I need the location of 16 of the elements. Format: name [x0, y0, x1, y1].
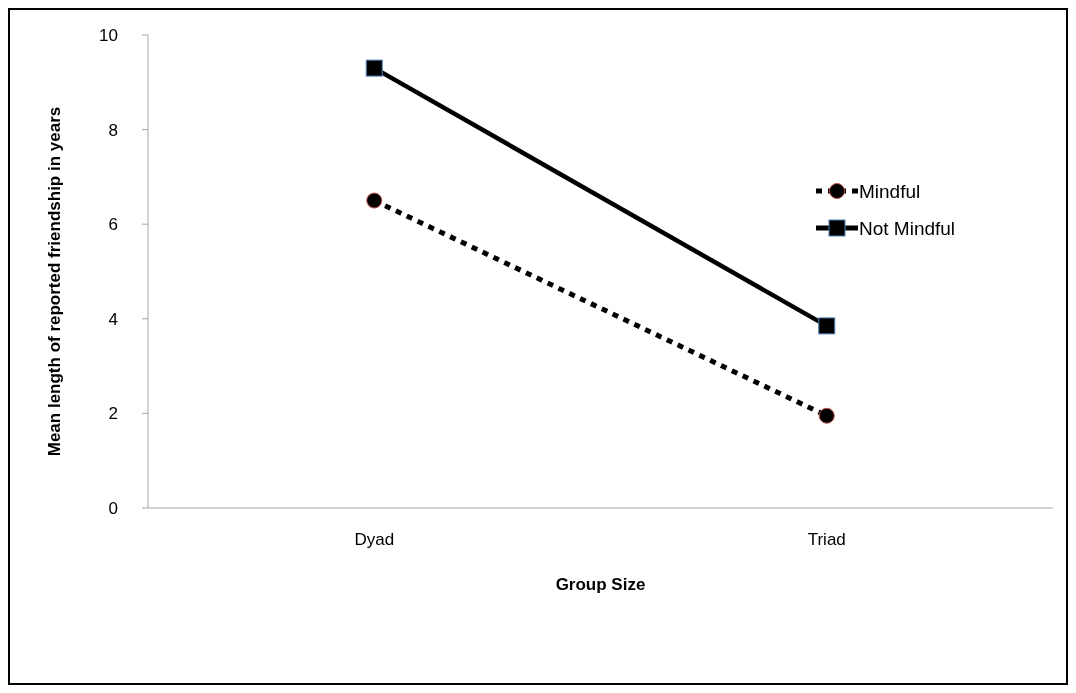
y-axis-title: Mean length of reported friendship in years	[45, 106, 64, 457]
y-tick-label: 0	[108, 498, 118, 518]
y-tick-label: 6	[108, 215, 118, 235]
y-tick-label: 10	[99, 25, 118, 45]
point	[365, 59, 383, 77]
y-tick-label: 4	[108, 309, 118, 329]
legend-label: Not Mindful	[859, 217, 956, 239]
y-tick-label: 8	[108, 120, 118, 140]
x-tick-label: Triad	[807, 530, 846, 549]
x-axis-title: Group Size	[555, 575, 646, 594]
point	[366, 192, 383, 209]
point	[818, 407, 835, 424]
point	[818, 317, 836, 335]
legend-label: Mindful	[859, 180, 921, 202]
y-tick-label: 2	[108, 404, 118, 424]
x-tick-label: Dyad	[354, 530, 395, 549]
